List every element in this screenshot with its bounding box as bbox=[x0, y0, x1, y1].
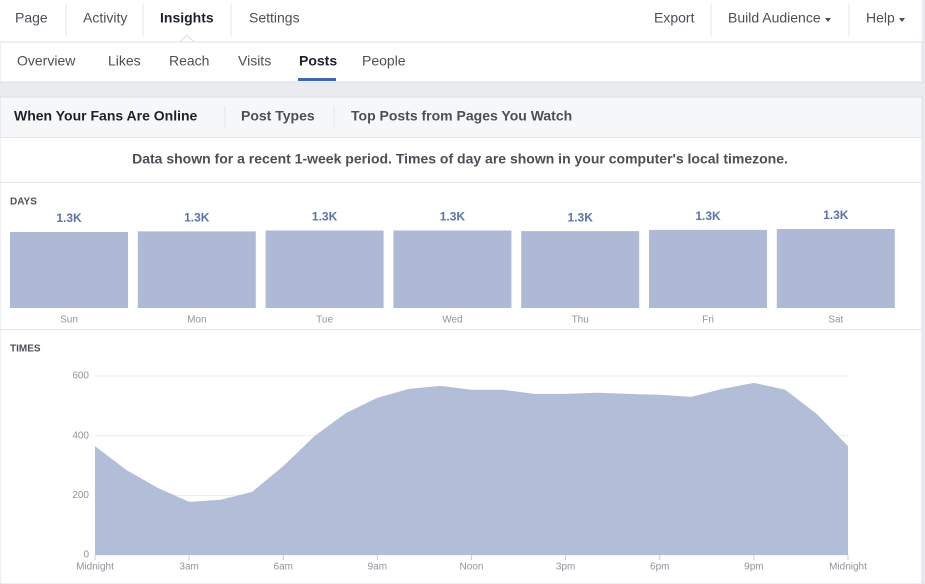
value-label: 1.3K bbox=[440, 210, 466, 224]
tab[interactable]: Post Types bbox=[241, 108, 315, 124]
tab[interactable]: Top Posts from Pages You Watch bbox=[351, 108, 572, 124]
active-notch bbox=[178, 34, 196, 43]
day-label: Thu bbox=[572, 315, 589, 326]
day-label: Wed bbox=[442, 315, 462, 326]
value-label: 1.3K bbox=[184, 211, 210, 225]
x-tick-label: 6pm bbox=[650, 562, 669, 573]
x-tick-label: 6am bbox=[274, 562, 293, 573]
bar bbox=[521, 231, 640, 308]
x-tick-label: 3am bbox=[179, 562, 198, 573]
day-label: Sun bbox=[60, 315, 78, 326]
nav-link[interactable]: Page bbox=[15, 10, 48, 26]
nav-link[interactable]: Export bbox=[654, 10, 695, 26]
subnav-link[interactable]: Reach bbox=[169, 53, 209, 69]
bar bbox=[137, 231, 256, 308]
bar bbox=[776, 229, 895, 308]
nav-link[interactable]: Insights bbox=[160, 10, 214, 26]
subnav-link[interactable]: Posts bbox=[299, 53, 337, 69]
nav-link[interactable]: Activity bbox=[83, 10, 127, 26]
x-tick-label: Noon bbox=[460, 562, 484, 573]
value-label: 1.3K bbox=[568, 210, 594, 224]
section-title: DAYS bbox=[10, 197, 37, 208]
bar bbox=[10, 231, 128, 308]
x-tick-label: 9am bbox=[368, 562, 387, 573]
top-nav bbox=[0, 0, 922, 42]
bar bbox=[649, 229, 767, 308]
section-title: TIMES bbox=[10, 344, 41, 355]
y-tick-label: 400 bbox=[72, 430, 89, 441]
day-label: Sat bbox=[828, 315, 843, 326]
tab-bar bbox=[0, 97, 922, 138]
notice: Data shown for a recent 1-week period. T… bbox=[132, 151, 788, 167]
tab[interactable]: When Your Fans Are Online bbox=[14, 108, 198, 124]
y-tick-label: 0 bbox=[83, 550, 89, 561]
x-tick-label: Midnight bbox=[829, 562, 867, 573]
x-tick-label: Midnight bbox=[76, 562, 114, 573]
nav-link[interactable]: Help bbox=[866, 10, 895, 26]
subnav-link[interactable]: Overview bbox=[17, 53, 76, 69]
day-label: Fri bbox=[702, 315, 714, 326]
separators bbox=[0, 4, 922, 330]
day-label: Mon bbox=[187, 315, 206, 326]
bar bbox=[393, 230, 512, 308]
y-tick-label: 200 bbox=[72, 490, 89, 501]
x-tick-label: 3pm bbox=[556, 562, 575, 573]
subnav-link[interactable]: Likes bbox=[108, 53, 141, 69]
active-underline bbox=[298, 78, 336, 81]
value-label: 1.3K bbox=[56, 211, 82, 225]
bar bbox=[265, 230, 384, 308]
nav-link[interactable]: Settings bbox=[249, 10, 300, 26]
x-tick-label: 9pm bbox=[744, 562, 763, 573]
value-label: 1.3K bbox=[695, 209, 721, 223]
subnav-link[interactable]: People bbox=[362, 53, 406, 69]
day-label: Tue bbox=[316, 315, 333, 326]
sub-nav bbox=[0, 41, 923, 83]
y-tick-label: 600 bbox=[72, 371, 89, 382]
caret bbox=[825, 18, 831, 22]
value-label: 1.3K bbox=[823, 208, 849, 222]
area bbox=[95, 382, 848, 555]
subnav-link[interactable]: Visits bbox=[238, 53, 271, 69]
caret bbox=[899, 18, 905, 22]
value-label: 1.3K bbox=[312, 210, 338, 224]
nav-link[interactable]: Build Audience bbox=[728, 10, 821, 26]
